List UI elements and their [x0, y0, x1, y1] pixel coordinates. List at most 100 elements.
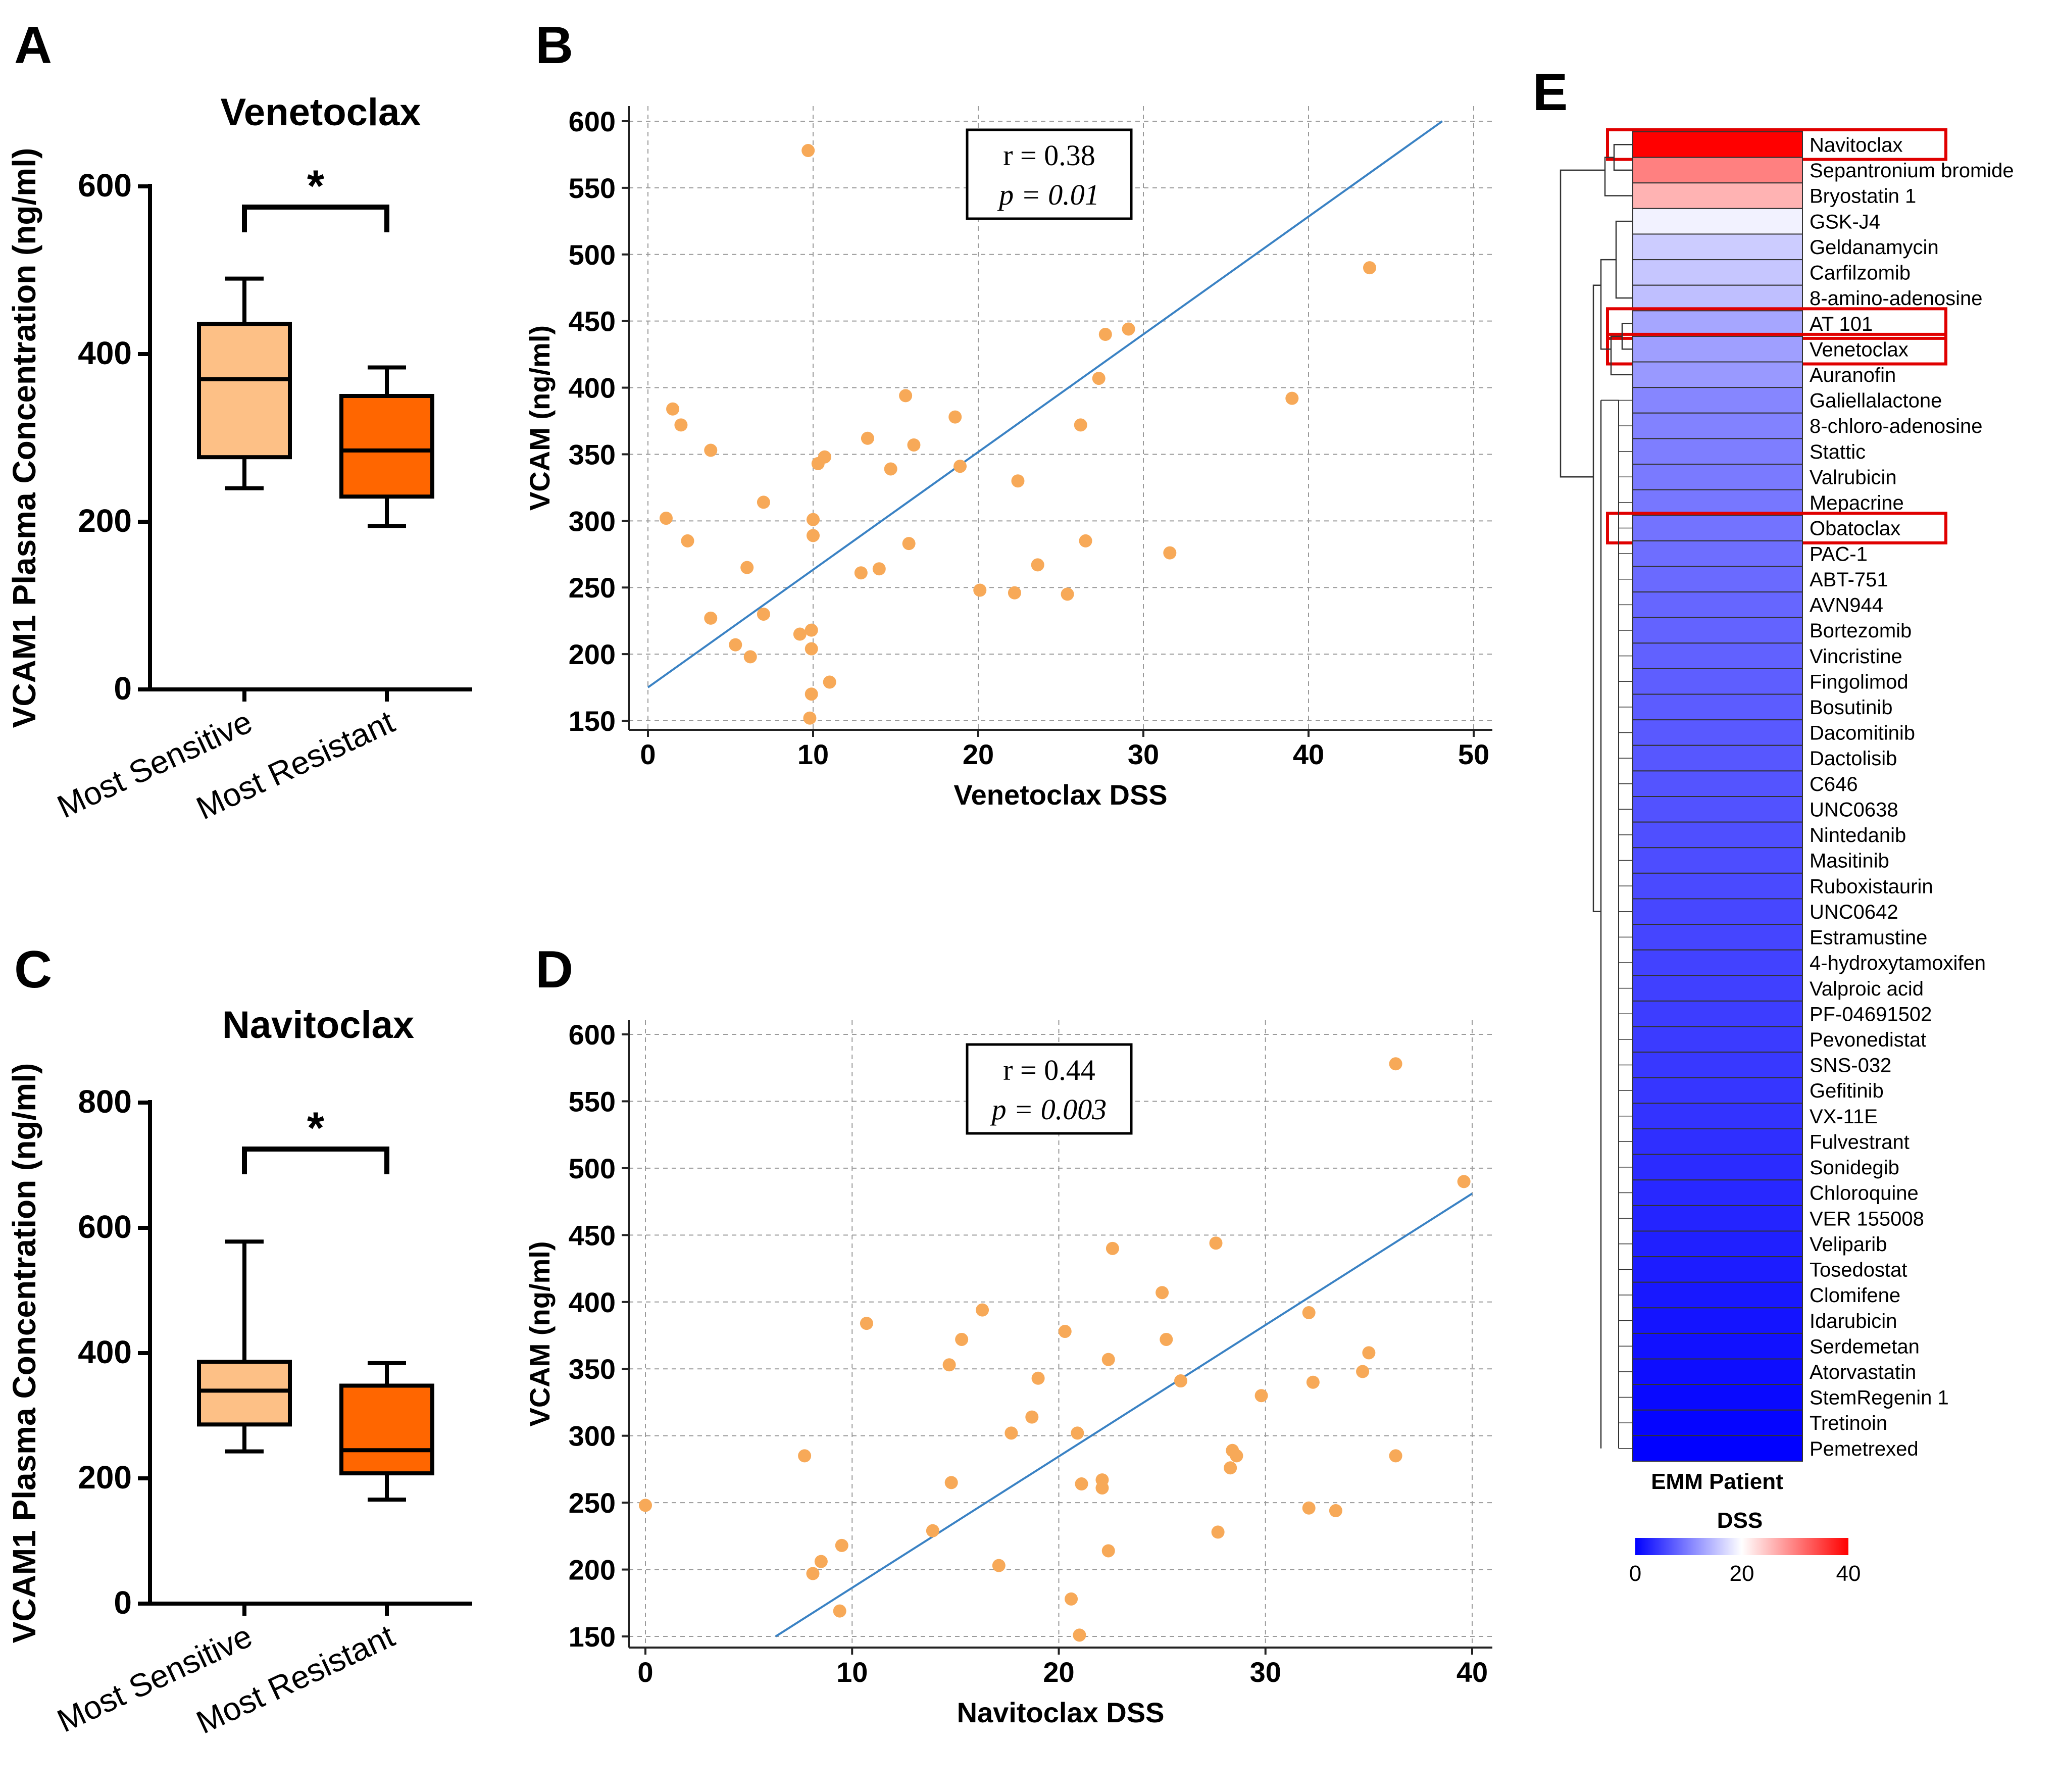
data-point	[1302, 1306, 1316, 1319]
y-tick-label: 800	[78, 1083, 132, 1120]
data-point	[666, 402, 680, 416]
drug-label: Gefitinib	[1810, 1080, 1884, 1102]
colorbar-tick-label: 20	[1730, 1561, 1754, 1586]
significance-marker: *	[307, 1103, 325, 1153]
panel-c-boxplot: Navitoclax 0 200 400 600 800 VCAM1 Plasma Conc…	[6, 1004, 472, 1741]
box-iqr	[339, 1383, 434, 1476]
heatmap-cell	[1632, 847, 1803, 874]
y-tick-label: 200	[569, 1554, 616, 1586]
data-point	[1329, 1504, 1342, 1518]
data-point	[1156, 1286, 1169, 1300]
data-point	[1095, 1481, 1109, 1495]
regression-line	[647, 120, 1443, 688]
x-tick-label: 20	[1043, 1656, 1074, 1688]
drug-label: Auranofin	[1810, 364, 1896, 386]
heatmap-cell	[1632, 1384, 1803, 1411]
data-point	[1011, 474, 1025, 488]
x-tick-label: 30	[1128, 738, 1159, 770]
drug-label: UNC0642	[1810, 901, 1898, 923]
x-tick-label: 30	[1250, 1656, 1281, 1688]
panel-letter-e: E	[1533, 63, 1568, 122]
drug-label: Clomifene	[1810, 1284, 1900, 1307]
heatmap-cell	[1632, 1358, 1803, 1385]
data-point	[902, 537, 916, 551]
drug-label: PAC-1	[1810, 543, 1868, 565]
drug-label: VER 155008	[1810, 1208, 1924, 1230]
data-point	[953, 460, 967, 473]
significance-marker: *	[307, 161, 325, 211]
x-tick-label: 0	[637, 1656, 653, 1688]
drug-label: Galiellalactone	[1810, 390, 1942, 412]
y-tick-label: 300	[569, 505, 616, 537]
data-point	[907, 438, 921, 452]
heatmap-cell	[1632, 1179, 1803, 1206]
data-point	[1074, 418, 1087, 432]
chart-title: Navitoclax	[222, 1004, 414, 1047]
heatmap-cell	[1632, 668, 1803, 695]
data-point	[1230, 1449, 1243, 1463]
heatmap-cell	[1632, 642, 1803, 669]
y-tick-label: 150	[569, 705, 616, 737]
drug-label: Vincristine	[1810, 645, 1902, 668]
drug-label: Veliparib	[1810, 1233, 1887, 1256]
data-point	[1065, 1592, 1078, 1606]
colorbar-tick-label: 40	[1836, 1561, 1861, 1586]
drug-label: Serdemetan	[1810, 1335, 1920, 1358]
x-tick-label: 10	[836, 1656, 868, 1688]
heatmap-cell	[1632, 361, 1803, 388]
y-tick-label: 300	[569, 1420, 616, 1452]
y-axis-label: VCAM (ng/ml)	[524, 1241, 556, 1426]
data-point	[1058, 1325, 1072, 1338]
stats-p-value: p = 0.003	[990, 1093, 1107, 1126]
y-tick-label: 0	[114, 1584, 132, 1621]
heatmap-cell	[1632, 617, 1803, 644]
x-tick-label: 20	[963, 738, 994, 770]
drug-label: 4-hydroxytamoxifen	[1810, 952, 1986, 974]
data-point	[639, 1499, 652, 1512]
significance-bracket	[242, 205, 389, 232]
heatmap-cell	[1632, 1128, 1803, 1155]
dendrogram-branch	[1621, 323, 1633, 350]
heatmap-cell	[1632, 387, 1803, 414]
drug-label: Venetoclax	[1810, 338, 1909, 361]
data-point	[854, 566, 868, 580]
y-tick-label: 150	[569, 1621, 616, 1653]
drug-label: Navitoclax	[1810, 134, 1903, 156]
stats-r-value: r = 0.38	[1003, 139, 1095, 172]
x-axis-label: Venetoclax DSS	[953, 779, 1167, 811]
data-point	[681, 534, 694, 547]
heatmap-cell	[1632, 821, 1803, 849]
data-point	[1075, 1477, 1088, 1491]
data-point	[1106, 1241, 1119, 1255]
drug-label: Mepacrine	[1810, 492, 1904, 514]
data-point	[833, 1604, 846, 1618]
drug-label: Pevonedistat	[1810, 1029, 1926, 1051]
heatmap-cell	[1632, 438, 1803, 465]
data-point	[1073, 1628, 1086, 1642]
data-point	[801, 144, 815, 158]
data-point	[811, 457, 825, 470]
data-point	[757, 607, 770, 621]
drug-label: SNS-032	[1810, 1055, 1891, 1077]
y-tick-label: 600	[78, 1209, 132, 1245]
data-point	[1122, 322, 1135, 336]
drug-label: Sonidegib	[1810, 1157, 1899, 1179]
data-point	[1302, 1501, 1316, 1515]
x-tick-label: 10	[797, 738, 829, 770]
heatmap-cell	[1632, 770, 1803, 798]
heatmap-cell	[1632, 515, 1803, 541]
data-point	[1005, 1426, 1018, 1440]
y-axis-label: VCAM1 Plasma Concentration (ng/ml)	[6, 1063, 42, 1644]
y-tick-label: 200	[78, 503, 132, 539]
panel-letter-c: C	[14, 940, 52, 999]
drug-label: AVN944	[1810, 594, 1883, 617]
drug-label: Ruboxistaurin	[1810, 875, 1933, 898]
data-point	[861, 431, 874, 445]
data-point	[1457, 1175, 1471, 1188]
data-point	[806, 1567, 820, 1580]
drug-label: Dacomitinib	[1810, 722, 1915, 744]
drug-label: Idarubicin	[1810, 1310, 1897, 1332]
drug-label: UNC0638	[1810, 799, 1898, 821]
data-point	[757, 495, 770, 509]
